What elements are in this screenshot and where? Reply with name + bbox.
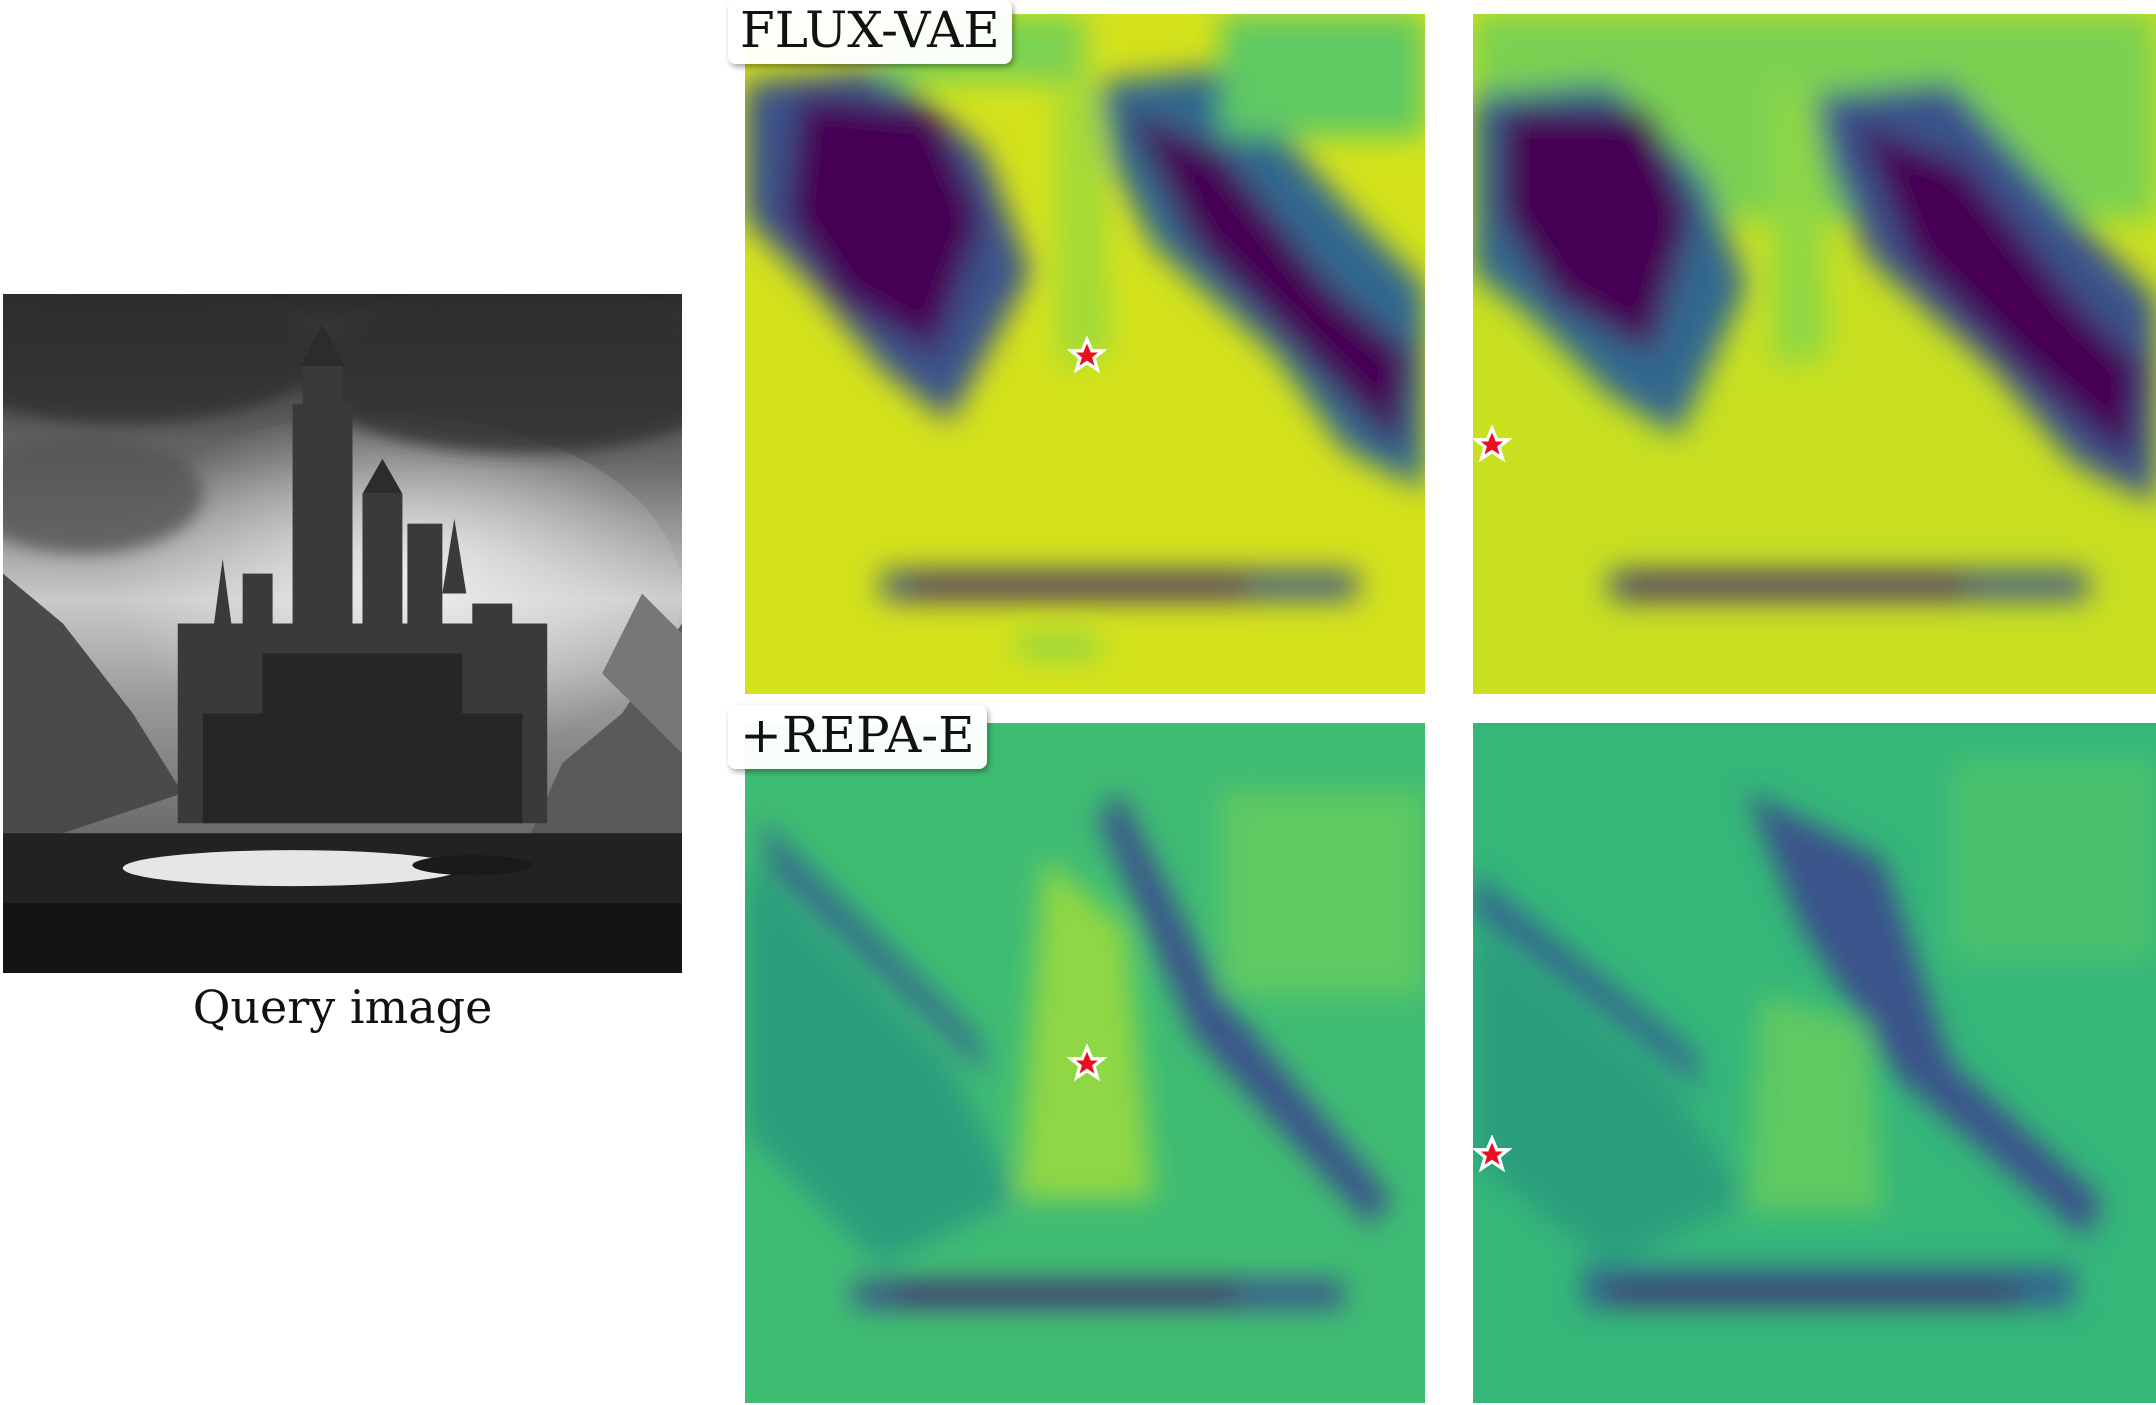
row-label-flux-vae: FLUX-VAE [728,0,1012,64]
flux-vae-heatmap-center [745,14,1425,694]
repa-e-heatmap-left [1473,723,2156,1403]
red-star-icon [1472,1135,1512,1175]
repa-e-heatmap-center [745,723,1425,1403]
flux-vae-heatmap-left [1473,14,2156,694]
row-label-repa-e: +REPA-E [728,705,987,769]
red-star-icon [1067,336,1107,376]
red-star-icon [1472,425,1512,465]
query-image-caption: Query image [192,980,493,1034]
red-star-icon [1067,1044,1107,1084]
query-image [3,294,682,973]
